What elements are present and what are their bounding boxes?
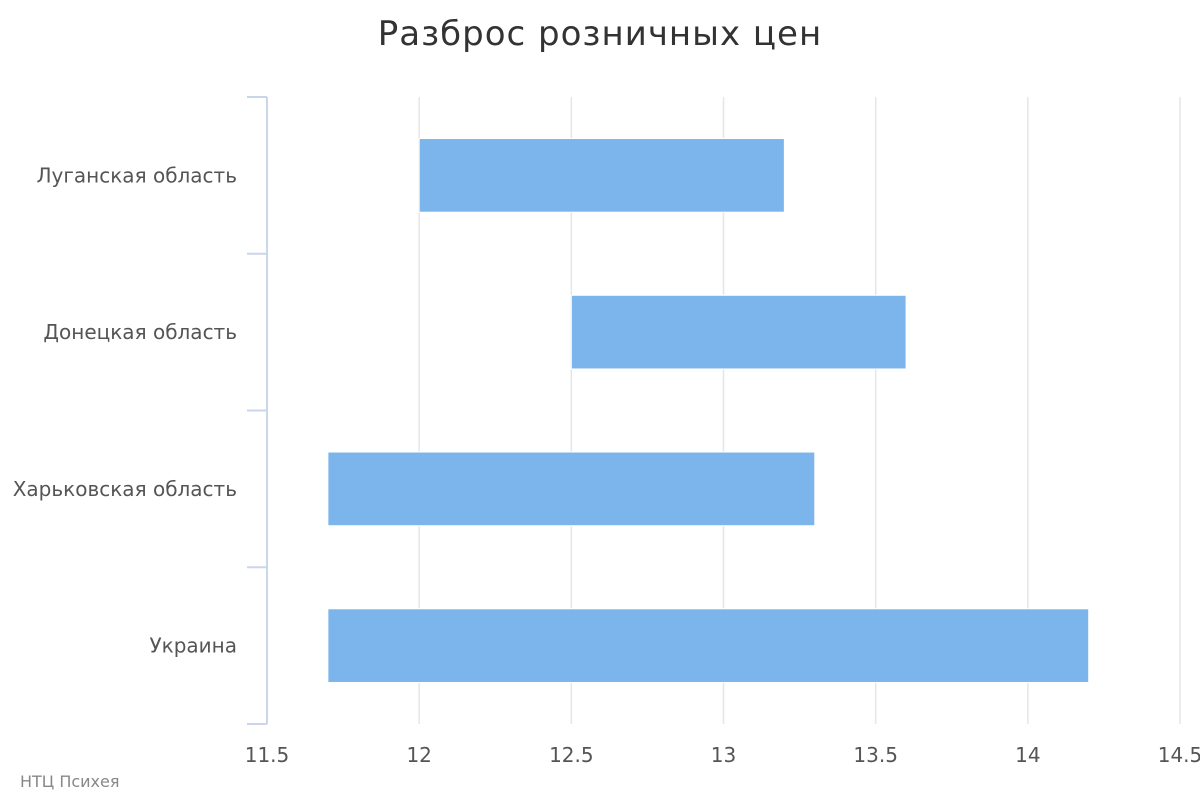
credits-text: НТЦ Психея xyxy=(20,772,120,791)
chart-title: Разброс розничных цен xyxy=(377,14,823,54)
range-bar[interactable] xyxy=(570,294,907,370)
x-tick-label: 14.5 xyxy=(1158,743,1200,767)
category-axis xyxy=(247,96,268,725)
range-bar[interactable] xyxy=(327,451,816,527)
x-tick-label: 13 xyxy=(711,743,736,767)
value-axis-ticks: 11.5 12 12.5 13 13.5 14 14.5 xyxy=(245,743,1200,767)
category-label: Украина xyxy=(149,634,237,658)
x-tick-label: 12 xyxy=(406,743,431,767)
x-tick-label: 12.5 xyxy=(549,743,594,767)
range-bar[interactable] xyxy=(327,608,1090,683)
range-bar[interactable] xyxy=(418,138,785,213)
x-tick-label: 14 xyxy=(1015,743,1040,767)
category-label: Донецкая область xyxy=(43,320,237,344)
category-label: Луганская область xyxy=(37,163,237,187)
x-tick-label: 11.5 xyxy=(245,743,290,767)
category-label: Харьковская область xyxy=(13,477,237,501)
category-labels: Луганская область Донецкая область Харьков… xyxy=(13,163,237,657)
bars xyxy=(327,138,1090,683)
x-tick-label: 13.5 xyxy=(853,743,898,767)
